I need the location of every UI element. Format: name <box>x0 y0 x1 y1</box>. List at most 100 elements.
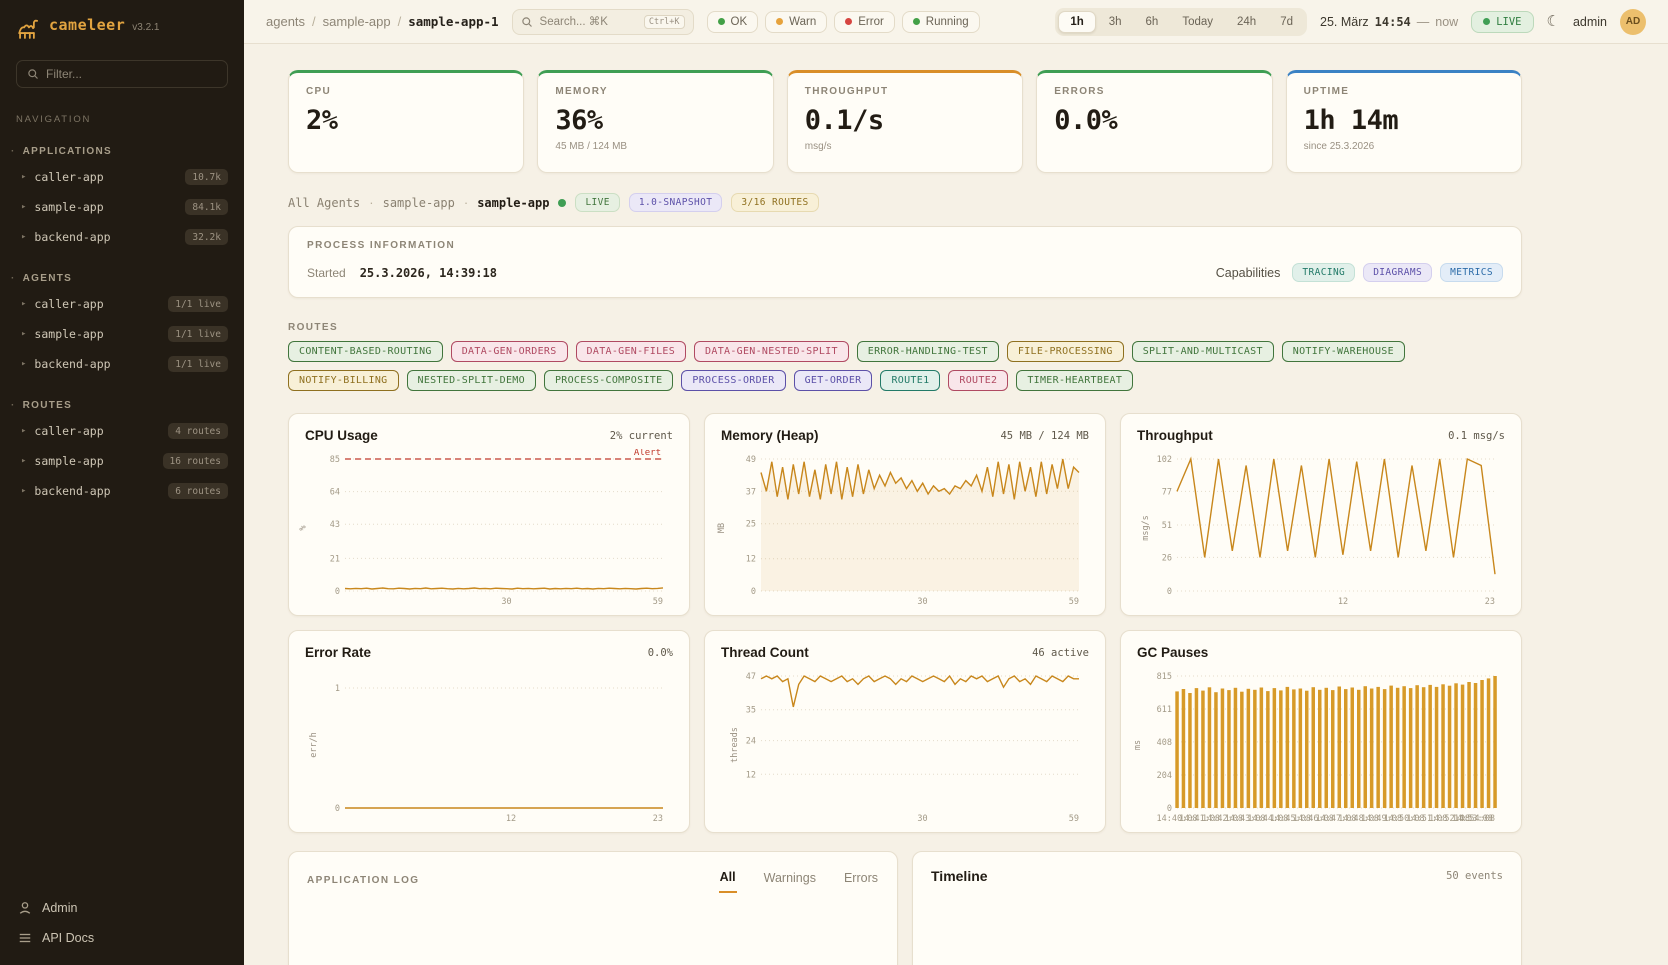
time-range-6h[interactable]: 6h <box>1135 12 1170 32</box>
status-filter-ok[interactable]: OK <box>707 11 759 33</box>
svg-text:23: 23 <box>1485 597 1495 607</box>
route-chip-notify-billing[interactable]: NOTIFY-BILLING <box>288 370 399 391</box>
route-chip-data-gen-files[interactable]: DATA-GEN-FILES <box>576 341 687 362</box>
chart-plot-gc-pauses: 020440861181514:40:0814:41:0814:42:0814:… <box>1147 666 1505 824</box>
route-chip-split-and-multicast[interactable]: SPLIT-AND-MULTICAST <box>1132 341 1274 362</box>
svg-text:14:54:08: 14:54:08 <box>1454 814 1495 824</box>
route-chip-get-order[interactable]: GET-ORDER <box>794 370 873 391</box>
global-search-input[interactable] <box>540 16 637 28</box>
sidebar-section-header-routes[interactable]: ·ROUTES <box>0 397 244 416</box>
chevron-right-icon: ▸ <box>21 456 26 466</box>
navigation-label: NAVIGATION <box>0 114 244 125</box>
time-range-3h[interactable]: 3h <box>1098 12 1133 32</box>
route-chip-file-processing[interactable]: FILE-PROCESSING <box>1007 341 1124 362</box>
sidebar-filter-input[interactable] <box>46 67 217 81</box>
chart-title: GC Pauses <box>1137 645 1208 660</box>
avatar[interactable]: AD <box>1620 9 1646 35</box>
chart-plot-error-rate: 011223 <box>315 666 673 824</box>
route-chip-data-gen-nested-split[interactable]: DATA-GEN-NESTED-SPLIT <box>694 341 849 362</box>
route-chip-timer-heartbeat[interactable]: TIMER-HEARTBEAT <box>1016 370 1133 391</box>
svg-text:47: 47 <box>746 672 756 682</box>
time-range-1h[interactable]: 1h <box>1058 11 1095 33</box>
time-range-24h[interactable]: 24h <box>1226 12 1267 32</box>
sidebar-section-header-agents[interactable]: ·AGENTS <box>0 270 244 289</box>
sidebar-item-routes-caller-app[interactable]: ▸caller-app4 routes <box>0 416 244 446</box>
sidebar-footer-api-docs[interactable]: API Docs <box>18 931 226 945</box>
route-chip-data-gen-orders[interactable]: DATA-GEN-ORDERS <box>451 341 568 362</box>
log-tab-all[interactable]: All <box>719 868 737 893</box>
status-filter-error[interactable]: Error <box>834 11 895 33</box>
sidebar-section-agents: ·AGENTS▸caller-app1/1 live▸sample-app1/1… <box>0 270 244 379</box>
svg-text:35: 35 <box>746 706 756 716</box>
chart-body: ms020440861181514:40:0814:41:0814:42:081… <box>1137 666 1505 824</box>
agent-breadcrumb-sample-app-2[interactable]: sample-app <box>477 196 549 210</box>
started-value: 25.3.2026, 14:39:18 <box>360 266 497 280</box>
route-chip-process-composite[interactable]: PROCESS-COMPOSITE <box>544 370 673 391</box>
chevron-right-icon: ▸ <box>21 299 26 309</box>
log-tab-warnings[interactable]: Warnings <box>763 868 817 893</box>
svg-text:204: 204 <box>1157 771 1172 781</box>
agent-breadcrumb-separator: · <box>369 195 373 210</box>
route-chip-process-order[interactable]: PROCESS-ORDER <box>681 370 785 391</box>
search-icon <box>27 68 39 80</box>
status-filter-warn[interactable]: Warn <box>765 11 827 33</box>
time-range-today[interactable]: Today <box>1171 12 1224 32</box>
breadcrumb-item-sample-app-1[interactable]: sample-app-1 <box>408 14 498 29</box>
time-window[interactable]: 25. März 14:54 — now <box>1320 15 1458 29</box>
app-logo[interactable]: cameleer v3.2.1 <box>0 14 244 42</box>
chart-title: Memory (Heap) <box>721 428 819 443</box>
route-chip-error-handling-test[interactable]: ERROR-HANDLING-TEST <box>857 341 999 362</box>
agent-breadcrumb-all-agents-0[interactable]: All Agents <box>288 196 360 210</box>
status-filter-running[interactable]: Running <box>902 11 980 33</box>
chart-title: Thread Count <box>721 645 809 660</box>
sidebar-item-applications-sample-app[interactable]: ▸sample-app84.1k <box>0 192 244 222</box>
topbar: agents/sample-app/sample-app-1 Ctrl+K OK… <box>244 0 1668 44</box>
breadcrumb: agents/sample-app/sample-app-1 <box>266 14 499 29</box>
agent-breadcrumb-sample-app-1[interactable]: sample-app <box>383 196 455 210</box>
sidebar-item-agents-backend-app[interactable]: ▸backend-app1/1 live <box>0 349 244 379</box>
app-name: cameleer <box>49 16 125 34</box>
svg-text:30: 30 <box>917 597 927 607</box>
route-chip-nested-split-demo[interactable]: NESTED-SPLIT-DEMO <box>407 370 536 391</box>
dark-mode-toggle[interactable]: ☾ <box>1547 14 1560 29</box>
breadcrumb-item-agents[interactable]: agents <box>266 14 305 29</box>
started-label: Started <box>307 266 346 280</box>
bottom-grid: APPLICATION LOG AllWarningsErrors Timeli… <box>288 851 1522 965</box>
breadcrumb-separator: / <box>312 14 316 29</box>
sidebar-item-badge: 1/1 live <box>168 326 228 342</box>
sidebar-item-routes-backend-app[interactable]: ▸backend-app6 routes <box>0 476 244 506</box>
sidebar-item-applications-backend-app[interactable]: ▸backend-app32.2k <box>0 222 244 252</box>
chevron-right-icon: ▸ <box>21 426 26 436</box>
route-chip-route1[interactable]: ROUTE1 <box>880 370 940 391</box>
route-chip-content-based-routing[interactable]: CONTENT-BASED-ROUTING <box>288 341 443 362</box>
log-tab-errors[interactable]: Errors <box>843 868 879 893</box>
status-filter-label: Running <box>926 16 969 28</box>
chart-card-memory-heap-: Memory (Heap)45 MB / 124 MBMB01225374930… <box>704 413 1106 616</box>
sidebar-section-header-applications[interactable]: ·APPLICATIONS <box>0 143 244 162</box>
sidebar-item-routes-sample-app[interactable]: ▸sample-app16 routes <box>0 446 244 476</box>
time-range-7d[interactable]: 7d <box>1269 12 1304 32</box>
svg-text:12: 12 <box>746 770 756 780</box>
svg-text:12: 12 <box>746 555 756 565</box>
breadcrumb-item-sample-app[interactable]: sample-app <box>323 14 391 29</box>
chart-body: %0214364853059Alert <box>305 449 673 607</box>
svg-text:23: 23 <box>653 814 663 824</box>
live-badge[interactable]: LIVE <box>1471 11 1533 33</box>
route-chip-route2[interactable]: ROUTE2 <box>948 370 1008 391</box>
sidebar-footer-admin[interactable]: Admin <box>18 901 226 915</box>
chart-y-axis-label: msg/s <box>1141 515 1151 541</box>
sidebar-section-label: AGENTS <box>23 273 72 284</box>
sidebar-footer-label: API Docs <box>42 931 94 945</box>
status-dot-icon <box>718 18 725 25</box>
sidebar-filter[interactable] <box>16 60 228 88</box>
route-chip-notify-warehouse[interactable]: NOTIFY-WAREHOUSE <box>1282 341 1405 362</box>
sidebar-item-label: sample-app <box>34 454 103 468</box>
sidebar-item-agents-caller-app[interactable]: ▸caller-app1/1 live <box>0 289 244 319</box>
svg-text:59: 59 <box>1069 814 1079 824</box>
timeline-card: Timeline 50 events <box>912 851 1522 965</box>
status-filter-label: Error <box>858 16 884 28</box>
global-search[interactable]: Ctrl+K <box>512 9 694 35</box>
sidebar-item-agents-sample-app[interactable]: ▸sample-app1/1 live <box>0 319 244 349</box>
sidebar-item-applications-caller-app[interactable]: ▸caller-app10.7k <box>0 162 244 192</box>
svg-text:Alert: Alert <box>634 449 661 458</box>
